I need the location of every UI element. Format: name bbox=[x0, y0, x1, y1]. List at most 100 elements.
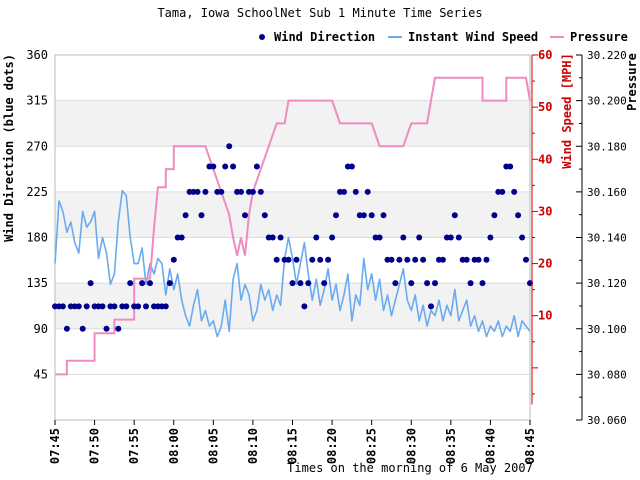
wind-direction-point-100 bbox=[447, 234, 454, 241]
wind-direction-point-76 bbox=[352, 188, 359, 195]
x-tick-label-9: 08:30 bbox=[404, 428, 418, 464]
background-bands bbox=[55, 100, 530, 329]
wind-direction-point-89 bbox=[404, 256, 411, 263]
wind-direction-point-40 bbox=[210, 163, 217, 170]
wind-direction-point-82 bbox=[376, 234, 383, 241]
speed-tick-label-4: 50 bbox=[538, 100, 552, 114]
pressure-line bbox=[55, 76, 531, 376]
wind-direction-point-32 bbox=[178, 234, 185, 241]
wind-direction-point-67 bbox=[317, 256, 324, 263]
wind-direction-point-19 bbox=[127, 280, 134, 287]
x-tick-label-12: 08:45 bbox=[523, 428, 537, 464]
wind-direction-point-117 bbox=[515, 212, 522, 219]
legend: Wind Direction Instant Wind Speed Pressu… bbox=[259, 30, 628, 44]
speed-axis-label: Wind Speed [MPH] bbox=[560, 53, 574, 169]
chart-title: Tama, Iowa SchoolNet Sub 1 Minute Time S… bbox=[157, 6, 482, 20]
speed-tick-label-5: 60 bbox=[538, 48, 552, 62]
x-tick-label-11: 08:40 bbox=[483, 428, 497, 464]
wind-direction-point-83 bbox=[380, 212, 387, 219]
wind-direction-point-108 bbox=[479, 280, 486, 287]
x-tick-label-1: 07:50 bbox=[88, 428, 102, 464]
wind-direction-point-38 bbox=[202, 188, 209, 195]
pressure-tick-label-5: 30.160 bbox=[587, 186, 627, 199]
x-tick-label-10: 08:35 bbox=[444, 428, 458, 464]
pressure-tick-label-2: 30.100 bbox=[587, 323, 627, 336]
wind-direction-point-119 bbox=[523, 256, 529, 263]
wind-direction-point-115 bbox=[507, 163, 514, 170]
wind-direction-point-66 bbox=[313, 234, 320, 241]
wind-direction-point-101 bbox=[451, 212, 458, 219]
speed-tick-label-2: 30 bbox=[538, 204, 552, 218]
wind-direction-point-21 bbox=[135, 303, 142, 310]
axes: 45 90 135 180 225 270 315 360 10 20 30 40 50 60 30.060… bbox=[26, 48, 626, 464]
wind-direction-point-113 bbox=[499, 188, 506, 195]
left-tick-label-1: 90 bbox=[34, 322, 48, 336]
wind-direction-point-85 bbox=[388, 256, 395, 263]
wind-direction-point-24 bbox=[147, 280, 153, 287]
pressure-tick-label-1: 30.080 bbox=[587, 368, 627, 381]
left-tick-label-6: 315 bbox=[26, 94, 48, 108]
wind-direction-point-79 bbox=[364, 188, 371, 195]
wind-direction-point-87 bbox=[396, 256, 403, 263]
x-tick-label-7: 08:20 bbox=[325, 428, 339, 464]
x-tick-label-5: 08:10 bbox=[246, 428, 260, 464]
wind-direction-point-42 bbox=[218, 188, 225, 195]
wind-direction-point-18 bbox=[123, 303, 130, 310]
wind-direction-point-107 bbox=[475, 256, 482, 263]
wind-direction-point-78 bbox=[360, 212, 367, 219]
wind-direction-point-9 bbox=[87, 280, 94, 287]
wind-direction-point-64 bbox=[305, 280, 312, 287]
wind-direction-point-53 bbox=[261, 212, 268, 219]
legend-speed-label: Instant Wind Speed bbox=[408, 30, 538, 44]
wind-direction-point-102 bbox=[455, 234, 462, 241]
legend-direction-marker bbox=[259, 34, 265, 40]
wind-direction-point-8 bbox=[83, 303, 90, 310]
wind-direction-point-50 bbox=[249, 188, 256, 195]
wind-direction-point-15 bbox=[111, 303, 118, 310]
wind-direction-point-2 bbox=[59, 303, 66, 310]
wind-direction-point-104 bbox=[463, 256, 470, 263]
wind-speed-line bbox=[54, 189, 531, 338]
pressure-axis-label: Pressure bbox=[625, 53, 639, 111]
wind-direction-point-98 bbox=[439, 256, 446, 263]
wind-direction-point-116 bbox=[511, 188, 518, 195]
wind-direction-point-71 bbox=[333, 212, 339, 219]
x-axis-label: Times on the morning of 6 May 2007 bbox=[287, 461, 533, 475]
wind-direction-point-91 bbox=[412, 256, 419, 263]
wind-direction-point-37 bbox=[198, 212, 205, 219]
left-tick-label-2: 135 bbox=[26, 276, 48, 290]
wind-direction-point-29 bbox=[166, 280, 173, 287]
wind-direction-point-65 bbox=[309, 256, 316, 263]
wind-direction-point-62 bbox=[297, 280, 304, 287]
wind-direction-point-86 bbox=[392, 280, 399, 287]
wind-direction-point-52 bbox=[257, 188, 264, 195]
wind-direction-point-6 bbox=[75, 303, 82, 310]
wind-direction-point-12 bbox=[99, 303, 106, 310]
wind-direction-point-88 bbox=[400, 234, 407, 241]
wind-direction-point-28 bbox=[162, 303, 169, 310]
x-tick-label-2: 07:55 bbox=[127, 428, 141, 464]
pressure-tick-label-8: 30.220 bbox=[587, 49, 627, 62]
pressure-tick-label-7: 30.200 bbox=[587, 95, 627, 108]
wind-direction-layer bbox=[52, 143, 533, 332]
wind-direction-point-51 bbox=[253, 163, 260, 170]
wind-direction-point-95 bbox=[428, 303, 434, 310]
wind-direction-point-59 bbox=[285, 256, 292, 263]
wind-direction-point-45 bbox=[230, 163, 237, 170]
wind-direction-point-30 bbox=[170, 256, 177, 263]
legend-direction-label: Wind Direction bbox=[274, 30, 375, 44]
left-tick-label-7: 360 bbox=[26, 48, 48, 62]
wind-direction-point-7 bbox=[79, 325, 86, 332]
x-tick-label-8: 08:25 bbox=[365, 428, 379, 464]
x-tick-label-3: 08:00 bbox=[167, 428, 181, 464]
wind-direction-point-111 bbox=[491, 212, 498, 219]
wind-direction-point-80 bbox=[368, 212, 375, 219]
wind-direction-point-55 bbox=[269, 234, 276, 241]
wind-direction-point-105 bbox=[467, 280, 474, 287]
wind-direction-point-13 bbox=[103, 325, 110, 332]
wind-direction-point-73 bbox=[341, 188, 347, 195]
wind-direction-point-92 bbox=[416, 234, 423, 241]
wind-direction-point-57 bbox=[277, 234, 284, 241]
pressure-tick-label-6: 30.180 bbox=[587, 140, 627, 153]
